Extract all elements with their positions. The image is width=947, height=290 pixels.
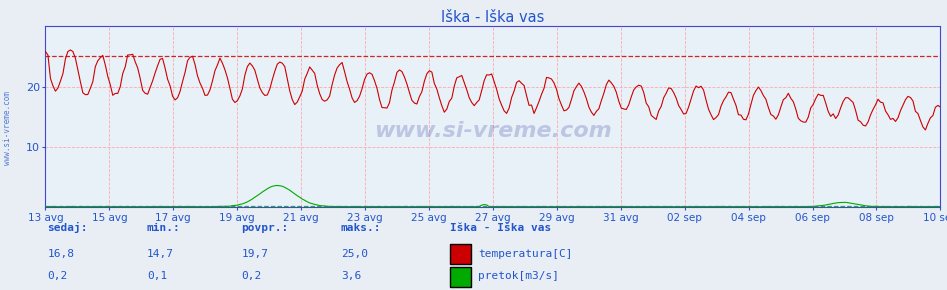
Text: 19,7: 19,7 [241, 249, 269, 259]
Text: www.si-vreme.com: www.si-vreme.com [3, 90, 12, 165]
Text: 3,6: 3,6 [341, 271, 361, 281]
Text: pretok[m3/s]: pretok[m3/s] [478, 271, 560, 281]
Text: Iška - Iška vas: Iška - Iška vas [450, 222, 551, 233]
Text: www.si-vreme.com: www.si-vreme.com [374, 121, 612, 141]
Text: 25,0: 25,0 [341, 249, 368, 259]
Text: 0,2: 0,2 [241, 271, 261, 281]
Text: 0,1: 0,1 [147, 271, 167, 281]
Text: min.:: min.: [147, 222, 181, 233]
Text: sedaj:: sedaj: [47, 222, 88, 233]
Text: temperatura[C]: temperatura[C] [478, 249, 573, 259]
Text: povpr.:: povpr.: [241, 222, 289, 233]
Text: maks.:: maks.: [341, 222, 382, 233]
Text: 0,2: 0,2 [47, 271, 67, 281]
Title: Iška - Iška vas: Iška - Iška vas [441, 10, 545, 25]
Text: 14,7: 14,7 [147, 249, 174, 259]
Text: 16,8: 16,8 [47, 249, 75, 259]
